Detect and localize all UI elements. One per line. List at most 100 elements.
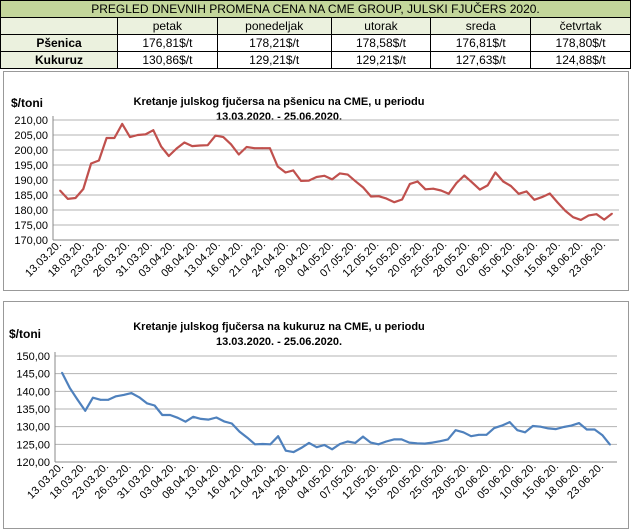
data-point <box>130 392 133 394</box>
data-point <box>547 427 550 430</box>
data-point <box>609 443 611 446</box>
data-point <box>97 159 100 162</box>
row-label: Kukuruz <box>0 51 118 69</box>
data-point <box>315 176 318 178</box>
data-point <box>292 169 295 172</box>
data-point <box>245 146 248 148</box>
data-point <box>136 134 139 136</box>
data-point <box>284 171 287 174</box>
data-point <box>585 428 588 431</box>
data-point <box>408 183 411 185</box>
data-point <box>82 188 85 190</box>
table-cell: 130,86$/t <box>117 51 218 69</box>
data-point <box>338 172 341 175</box>
table-cell: 124,88$/t <box>530 51 631 69</box>
chart-title-line2: 13.03.2020. - 25.06.2020. <box>216 111 342 123</box>
data-point <box>115 395 117 398</box>
y-tick-label: 145,00 <box>16 369 50 381</box>
data-point <box>308 442 310 444</box>
data-point <box>215 416 218 419</box>
data-point <box>74 197 77 199</box>
data-point <box>183 141 186 144</box>
data-point <box>246 436 249 439</box>
data-point <box>153 404 156 407</box>
data-point <box>292 451 295 454</box>
table-cell: 178,80$/t <box>530 34 631 52</box>
data-point <box>207 418 210 421</box>
data-point <box>416 442 418 445</box>
data-point <box>555 428 557 431</box>
data-point <box>223 420 225 423</box>
data-point <box>90 162 92 165</box>
wheat-chart-panel: Kretanje julskog fjučersa na pšenicu na … <box>3 71 629 291</box>
data-point <box>455 182 458 184</box>
table-row: Pšenica 176,81$/t 178,21$/t 178,58$/t 17… <box>0 34 631 52</box>
table-row: Kukuruz 130,86$/t 129,21$/t 129,21$/t 12… <box>0 51 631 69</box>
data-point <box>146 402 148 405</box>
data-point <box>354 442 357 444</box>
data-point <box>169 414 171 416</box>
data-point <box>424 188 427 191</box>
table-cell: 127,63$/t <box>430 51 532 69</box>
data-point <box>477 433 480 436</box>
chart-title-line1: Kretanje julskog fjučersa na pšenicu na … <box>134 96 425 108</box>
data-point <box>431 441 434 444</box>
data-point <box>385 197 388 200</box>
data-point <box>192 415 195 418</box>
data-point <box>462 431 465 434</box>
data-point <box>152 129 155 132</box>
data-point <box>222 136 225 138</box>
data-point <box>315 446 318 449</box>
chart-title-line1: Kretanje julskog fjučersa na kukuruz na … <box>133 321 425 333</box>
data-point <box>439 440 442 443</box>
table-cell: 129,21$/t <box>216 51 332 69</box>
price-table: PREGLED DNEVNIH PROMENA CENA NA CME GROU… <box>0 0 631 69</box>
table-cell: 176,81$/t <box>117 34 218 52</box>
series-line <box>61 372 611 454</box>
y-tick-label: 130,00 <box>16 422 50 434</box>
data-point <box>423 442 426 445</box>
data-point <box>121 123 124 125</box>
data-point <box>494 171 497 174</box>
data-point <box>144 133 147 136</box>
data-point <box>269 443 272 446</box>
chart-title-line2: 13.03.2020. - 25.06.2020. <box>216 336 342 348</box>
data-point <box>61 371 63 374</box>
data-point <box>91 396 94 399</box>
data-point <box>161 414 164 416</box>
data-point <box>59 189 61 192</box>
data-point <box>300 446 303 449</box>
data-point <box>175 147 178 150</box>
data-point <box>501 424 503 427</box>
corn-chart-panel: Kretanje julskog fjučersa na kukuruz na … <box>3 301 629 529</box>
data-point <box>300 180 302 182</box>
wheat-price-chart: Kretanje julskog fjučersa na pšenicu na … <box>11 96 619 280</box>
data-point <box>362 435 364 438</box>
y-tick-label: 140,00 <box>16 386 50 398</box>
data-point <box>408 441 411 444</box>
data-point <box>261 443 264 445</box>
data-point <box>307 179 310 182</box>
data-point <box>191 145 194 147</box>
data-point <box>539 425 542 428</box>
data-point <box>611 212 613 215</box>
row-label: Pšenica <box>0 34 118 52</box>
data-point <box>261 147 264 150</box>
table-title: PREGLED DNEVNIH PROMENA CENA NA CME GROU… <box>0 0 631 18</box>
table-cell: 176,81$/t <box>430 34 532 52</box>
data-point <box>206 144 209 147</box>
data-point <box>138 396 141 399</box>
column-header: četvrtak <box>530 17 631 35</box>
y-tick-label: 205,00 <box>14 130 48 142</box>
data-point <box>601 434 604 437</box>
data-point <box>570 424 573 427</box>
y-tick-label: 200,00 <box>14 145 48 157</box>
table-cell: 178,21$/t <box>216 34 332 52</box>
data-point <box>516 429 519 432</box>
data-point <box>76 398 79 401</box>
y-axis-label: $/toni <box>11 96 43 110</box>
data-point <box>277 435 280 438</box>
data-point <box>416 180 419 183</box>
y-tick-label: 185,00 <box>14 190 48 202</box>
data-point <box>595 213 598 216</box>
